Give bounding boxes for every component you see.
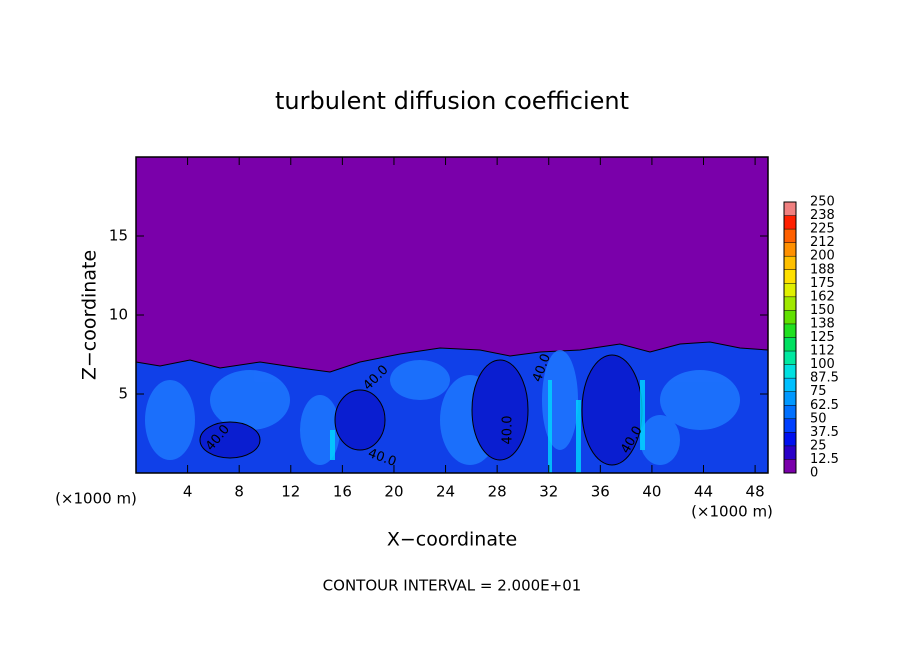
colorbar-tick-label: 188 (810, 262, 835, 277)
x-unit-right: (×1000 m) (691, 503, 773, 521)
x-tick-label: 28 (488, 483, 507, 501)
colorbar-tick-label: 200 (810, 249, 835, 264)
colorbar-tick-label: 75 (810, 384, 827, 399)
colorbar-band (784, 242, 796, 257)
colorbar-band (784, 202, 796, 216)
colorbar-band (784, 283, 796, 297)
x-tick-label: 44 (694, 483, 713, 501)
colorbar-tick-label: 175 (810, 276, 835, 291)
colorbar-band (784, 229, 796, 243)
x-tick-label: 8 (234, 483, 244, 501)
x-unit-left: (×1000 m) (55, 490, 137, 508)
y-tick-label: 15 (109, 227, 128, 245)
colorbar-band (784, 351, 796, 365)
colorbar-tick-label: 212 (810, 235, 835, 250)
colorbar-tick-label: 12.5 (810, 452, 839, 467)
colorbar-tick-label: 25 (810, 438, 827, 453)
colorbar-band (784, 296, 796, 311)
colorbar-band (784, 337, 796, 352)
dark-cores (199, 354, 643, 466)
colorbar-band (784, 323, 796, 338)
y-tick-label: 10 (109, 306, 128, 324)
colorbar-band (784, 364, 796, 379)
colorbar-tick-label: 250 (810, 195, 835, 210)
colorbar-band (784, 445, 796, 460)
footer: CONTOUR INTERVAL = 2.000E+01 (323, 577, 582, 595)
x-axis-label: X−coordinate (387, 529, 517, 551)
x-tick-label: 16 (333, 483, 352, 501)
x-tick-label: 40 (642, 483, 661, 501)
colorbar-tick-label: 87.5 (810, 371, 839, 386)
colorbar-band (784, 378, 796, 392)
colorbar-tick-label: 125 (810, 330, 835, 345)
x-tick-label: 48 (746, 483, 765, 501)
x-tick-label: 20 (384, 483, 403, 501)
chart-title: turbulent diffusion coefficient (275, 87, 629, 115)
colorbar-tick-label: 62.5 (810, 398, 839, 413)
colorbar-tick-label: 138 (810, 316, 835, 331)
colorbar-band (784, 391, 796, 406)
colorbar-band (784, 459, 796, 473)
colorbar-band (784, 215, 796, 230)
x-tick-label: 24 (436, 483, 455, 501)
y-axis-label: Z−coordinate (79, 250, 101, 380)
contour-label: 40.0 (501, 416, 516, 445)
x-tick-label: 32 (539, 483, 558, 501)
colorbar-band (784, 405, 796, 419)
colorbar-tick-label: 0 (810, 466, 818, 481)
colorbar-band (784, 418, 796, 433)
x-tick-label: 36 (591, 483, 610, 501)
cyan-streaks (330, 380, 645, 473)
x-tick-label: 4 (183, 483, 193, 501)
colorbar-tick-label: 150 (810, 303, 835, 318)
colorbar-band (784, 310, 796, 324)
colorbar-tick-label: 238 (810, 208, 835, 223)
colorbar-tick-label: 37.5 (810, 425, 839, 440)
x-tick-label: 12 (281, 483, 300, 501)
field (135, 157, 769, 474)
colorbar-band (784, 432, 796, 446)
colorbar-tick-label: 225 (810, 222, 835, 237)
y-tick-label: 5 (118, 385, 128, 403)
colorbar-band (784, 256, 796, 270)
colorbar-tick-label: 162 (810, 289, 835, 304)
colorbar-tick-label: 50 (810, 411, 827, 426)
colorbar-tick-label: 100 (810, 357, 835, 372)
colorbar-band (784, 269, 796, 284)
colorbar-tick-label: 112 (810, 344, 835, 359)
